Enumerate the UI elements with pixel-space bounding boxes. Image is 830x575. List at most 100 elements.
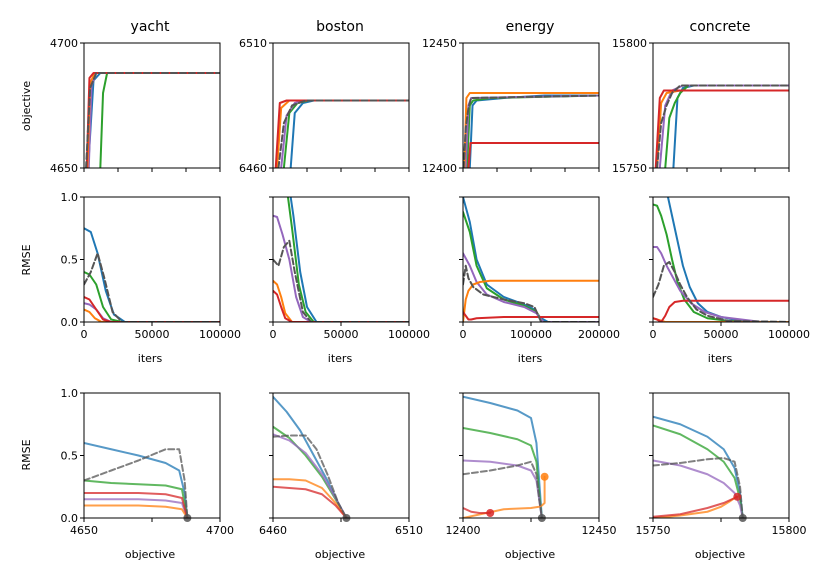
series-group-boston-phase [273,395,348,518]
series-line-1 [99,72,220,168]
xlabel-objective-energy: objective [505,548,555,561]
xtick-label: 6510 [395,524,423,537]
series-line-1 [282,99,409,168]
series-line-5 [273,239,409,322]
title-concrete: concrete [690,19,751,35]
ytick-label: 4650 [50,162,78,175]
panel-boston-objective: 6510 6460 [239,37,410,175]
xtick-label: 6460 [259,524,287,537]
xtick-label: 0 [460,328,467,341]
panel-yacht-objective: 4700 4650 [50,37,221,175]
xlabel-iters-boston: iters [328,352,353,365]
ytick-label: 0.5 [61,450,79,463]
series-line-3 [273,478,348,518]
series-group-energy-phase [463,395,546,518]
series-line-5 [85,72,220,168]
series-line-0 [672,84,789,168]
column-titles: yacht boston energy concrete [131,19,751,35]
series-line-3 [84,308,220,322]
series-group-concrete-rmse [653,197,789,322]
ytick-label: 1.0 [61,387,79,400]
series-group-concrete-objective [654,84,789,168]
xtick-label: 50000 [135,328,170,341]
series-line-4 [463,507,492,514]
series-line-4 [273,485,348,518]
series-line-5 [84,252,220,322]
panel-energy-rmse: 0 100000 200000 [459,196,620,341]
series-line-4 [467,142,599,168]
title-energy: energy [506,19,555,35]
series-line-4 [85,72,220,168]
ylabel-rmse-row2: RMSE [20,244,33,275]
series-line-2 [653,459,744,518]
panel-boston-phase: 6460 6510 [259,392,423,537]
xlabel-iters-concrete: iters [708,352,733,365]
series-line-0 [463,197,599,322]
axes-frame [462,392,600,519]
ytick-label: 15750 [612,162,647,175]
ylabel-objective: objective [20,81,33,131]
series-line-4 [463,311,599,321]
row-labels: objective RMSE RMSE iters iters iters it… [20,81,745,561]
series-group-energy-rmse [463,197,599,322]
series-line-5 [463,460,543,518]
axes-frame [83,196,221,323]
series-line-0 [468,94,599,168]
axes-frame [83,42,221,169]
ytick-label: 12400 [422,162,457,175]
series-line-5 [273,434,348,518]
series-line-2 [87,72,220,168]
xlabel-objective-concrete: objective [695,548,745,561]
xtick-label: 12450 [582,524,617,537]
series-line-3 [463,475,546,518]
series-group-yacht-objective [85,72,220,168]
xlabel-iters-energy: iters [518,352,543,365]
xtick-label: 100000 [199,328,241,341]
xtick-label: 100000 [388,328,430,341]
xtick-label: 100000 [510,328,552,341]
series-line-2 [653,246,789,322]
title-boston: boston [316,19,364,35]
xtick-label: 4700 [206,524,234,537]
series-line-0 [289,99,409,168]
series-line-2 [658,84,789,168]
series-line-5 [463,264,599,322]
series-line-4 [654,89,789,168]
ytick-label: 0.5 [61,254,79,267]
series-group-boston-rmse [273,197,409,322]
series-line-2 [463,252,599,322]
marker-point-0 [540,472,549,481]
series-line-5 [463,94,599,168]
series-line-4 [653,495,739,518]
series-line-4 [273,289,409,322]
series-group-boston-objective [274,99,409,168]
ytick-label: 15800 [612,37,647,50]
series-line-4 [84,296,220,322]
series-line-2 [280,99,409,168]
xtick-label: 0 [650,328,657,341]
xtick-label: 50000 [324,328,359,341]
series-line-1 [84,271,220,322]
series-line-5 [277,99,409,168]
series-line-2 [464,94,599,168]
panel-energy-phase: 12400 12450 [446,392,617,537]
series-group-yacht-rmse [84,227,220,322]
series-line-5 [84,448,189,518]
series-line-3 [84,504,189,518]
series-line-1 [84,479,189,518]
xtick-label: 4650 [70,524,98,537]
series-line-5 [656,84,789,168]
ylabel-rmse-row3: RMSE [20,439,33,470]
series-line-1 [466,94,599,168]
panel-energy-objective: 12450 12400 [422,37,600,175]
panel-concrete-rmse: 0 50000 100000 [649,196,810,341]
series-line-1 [664,84,789,168]
ytick-label: 6460 [239,162,267,175]
panel-concrete-phase: 15750 15800 [636,392,807,537]
series-line-0 [289,197,409,322]
series-group-concrete-phase [653,415,744,518]
axes-frame [272,392,410,519]
ytick-label: 1.0 [61,191,79,204]
